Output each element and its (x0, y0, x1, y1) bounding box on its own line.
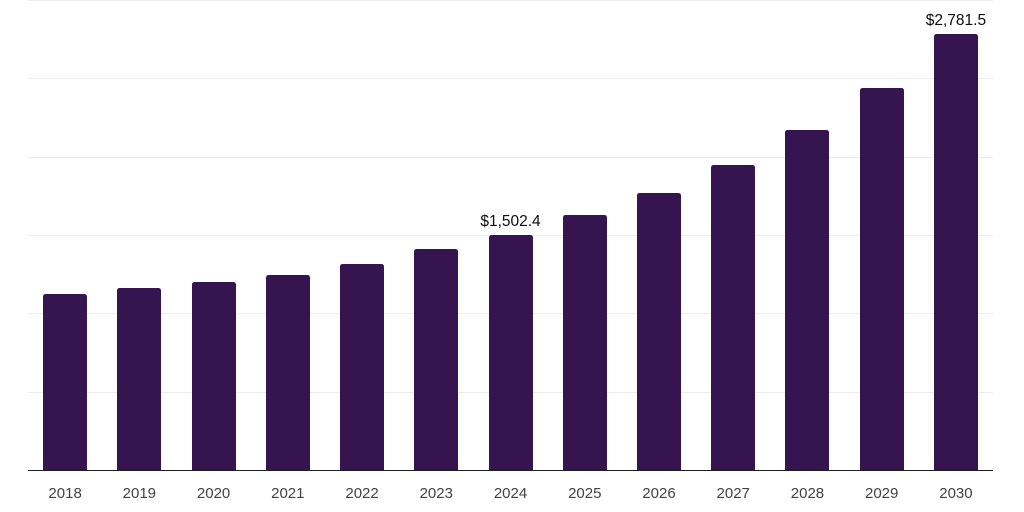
bars-row: $1,502.4 $2,781.5 (28, 0, 993, 470)
x-axis-line (28, 469, 993, 471)
bar-group-2020 (176, 0, 250, 470)
bar-value-label-2024: $1,502.4 (480, 212, 541, 230)
bar-group-2021 (251, 0, 325, 470)
bar-group-2027 (696, 0, 770, 470)
bar-value-label-2030: $2,781.5 (925, 12, 987, 30)
x-tick-label-2024: 2024 (493, 484, 528, 502)
bar-2024[interactable] (488, 234, 533, 470)
x-tick-label-2023: 2023 (419, 484, 453, 502)
bar-2023[interactable] (414, 249, 459, 470)
x-tick-label-2028: 2028 (790, 484, 825, 502)
x-tick-label-2021: 2021 (271, 484, 305, 502)
bar-group-2026 (622, 0, 696, 470)
bar-2020[interactable] (191, 282, 236, 470)
bar-group-2025 (548, 0, 622, 470)
bar-2018[interactable] (43, 294, 88, 470)
bar-group-2029 (845, 0, 919, 470)
bar-group-2022 (325, 0, 399, 470)
x-tick-label-2030: 2030 (939, 484, 973, 502)
plot-area: $1,502.4 $2,781.5 (28, 0, 993, 471)
bar-2021[interactable] (265, 274, 310, 470)
x-tick-label-2018: 2018 (48, 484, 82, 502)
gridline (28, 156, 993, 158)
bar-group-2019 (102, 0, 176, 470)
bar-group-2018 (28, 0, 102, 470)
bar-2027[interactable] (711, 164, 756, 470)
gridline (28, 0, 993, 1)
bar-2030[interactable] (933, 34, 978, 470)
x-tick-label-2025: 2025 (568, 484, 602, 502)
x-tick-label-2019: 2019 (122, 484, 157, 502)
x-tick-label-2027: 2027 (716, 484, 750, 502)
bar-group-2028 (770, 0, 844, 470)
bar-group-2024: $1,502.4 (473, 0, 547, 470)
bar-group-2030: $2,781.5 (919, 0, 993, 470)
bar-2022[interactable] (340, 263, 385, 470)
bar-2025[interactable] (562, 215, 607, 470)
x-axis-labels: 2018 2019 2020 2021 2022 2023 2024 2025 2026 2027… (28, 471, 993, 512)
bar-2028[interactable] (785, 129, 830, 470)
bar-2026[interactable] (636, 193, 681, 470)
x-tick-label-2029: 2029 (865, 484, 899, 502)
bar-2019[interactable] (117, 288, 162, 470)
x-tick-label-2020: 2020 (196, 484, 231, 502)
bar-2029[interactable] (859, 87, 904, 470)
x-tick-label-2022: 2022 (345, 484, 379, 502)
gridline (28, 78, 993, 80)
bar-group-2023 (399, 0, 473, 470)
x-tick-label-2026: 2026 (642, 484, 676, 502)
